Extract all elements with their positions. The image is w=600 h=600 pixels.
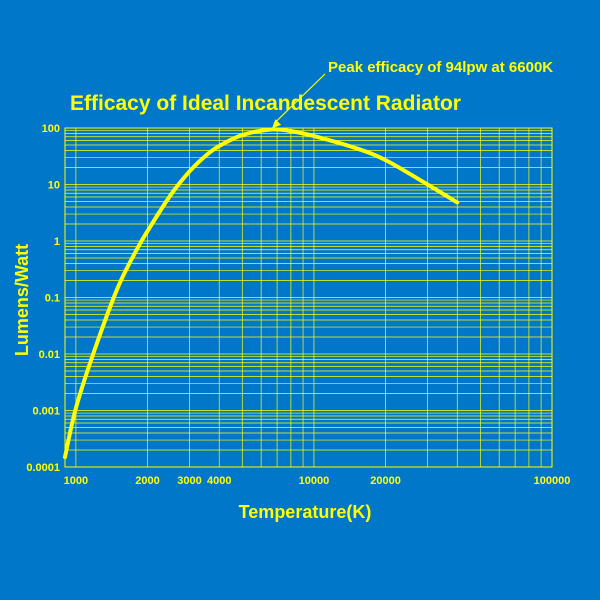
x-tick-label: 3000 (177, 475, 201, 487)
x-tick-label: 100000 (534, 475, 571, 487)
series-layer (63, 127, 460, 460)
x-tick-label: 2000 (135, 475, 159, 487)
x-tick-label: 1000 (64, 475, 88, 487)
efficacy-curve (63, 127, 460, 460)
grid-layer (64, 127, 553, 468)
tick-layer: 1000 2000 3000 4000 10000 20000 100000 0.0001 0.… (26, 123, 570, 487)
y-tick-label: 0.01 (39, 349, 60, 361)
x-tick-label: 20000 (370, 475, 401, 487)
annotation-arrowhead (271, 119, 282, 129)
annotation-peak-label: Peak efficacy of 94lpw at 6600K (328, 59, 553, 76)
plot-frame (64, 127, 553, 468)
y-tick-label: 100 (42, 123, 60, 135)
y-tick-label: 1 (54, 236, 60, 248)
chart-title: Efficacy of Ideal Incandescent Radiator (70, 92, 461, 115)
x-tick-label: 4000 (207, 475, 231, 487)
y-tick-label: 0.001 (32, 406, 60, 418)
annotation-leader-line (273, 73, 326, 124)
x-tick-label: 10000 (299, 475, 330, 487)
y-tick-label: 0.0001 (26, 462, 60, 474)
y-axis-label: Lumens/Watt (12, 244, 32, 356)
y-tick-label: 0.1 (45, 293, 60, 305)
annotation-layer: Peak efficacy of 94lpw at 6600K (271, 59, 553, 129)
x-axis-label: Temperature(K) (239, 502, 372, 522)
y-tick-label: 10 (48, 180, 60, 192)
